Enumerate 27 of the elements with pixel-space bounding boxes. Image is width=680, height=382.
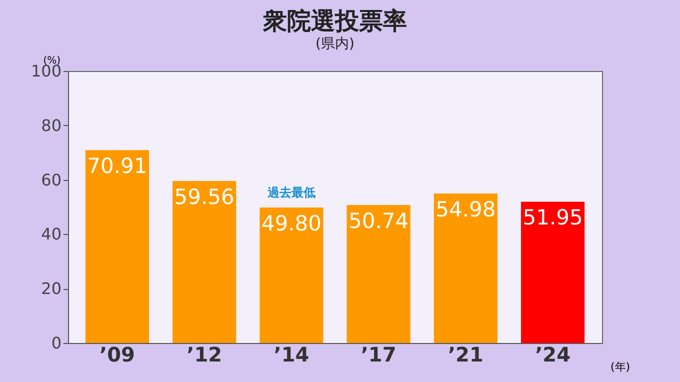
data-label: 59.56 xyxy=(174,184,234,209)
x-tick-label: ’12 xyxy=(186,342,222,366)
data-label: 51.95 xyxy=(522,206,583,230)
y-tick-label: 60 xyxy=(41,170,62,190)
x-tick-label: ’24 xyxy=(535,342,570,366)
data-label: 54.98 xyxy=(436,197,496,222)
x-tick-label: ’14 xyxy=(274,342,310,366)
bar xyxy=(172,180,236,343)
bar xyxy=(85,150,150,343)
y-tick-label: 20 xyxy=(41,279,62,298)
y-tick-label: 80 xyxy=(41,116,62,135)
y-tick-label: 0 xyxy=(51,334,62,352)
bar xyxy=(260,208,324,343)
data-label: 50.74 xyxy=(348,208,409,233)
chart-title: 衆院選投票率 xyxy=(262,7,407,35)
y-tick-label: 40 xyxy=(41,224,62,244)
data-label: 49.80 xyxy=(261,212,322,236)
bar xyxy=(520,202,585,343)
annotation: 過去最低 xyxy=(266,186,316,200)
x-tick-label: ’21 xyxy=(448,342,484,366)
bar xyxy=(434,193,498,343)
x-axis-title: (年) xyxy=(610,360,630,374)
data-label: 70.91 xyxy=(87,154,148,178)
bar xyxy=(346,204,410,343)
chart-subtitle: (県内) xyxy=(316,36,354,52)
x-tick-label: ’17 xyxy=(360,342,396,366)
x-tick-label: ’09 xyxy=(100,342,135,366)
